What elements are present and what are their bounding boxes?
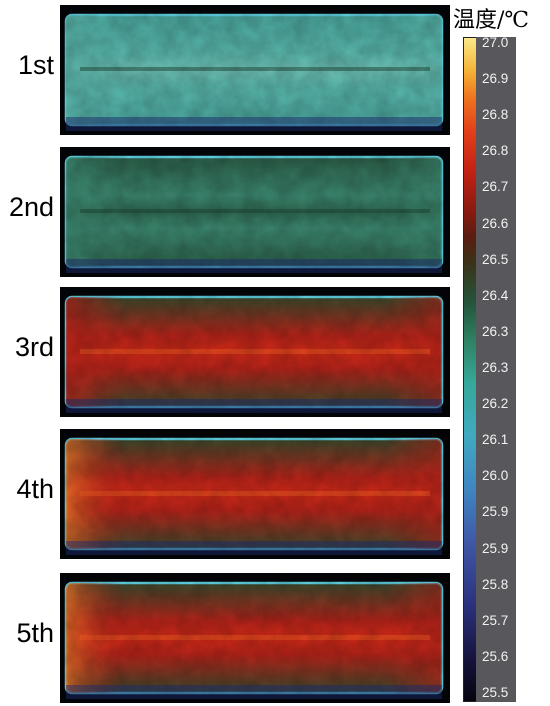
colorbar-tick-strip: 27.0 26.9 26.8 26.8 26.7 26.6 26.5 26.4 26.3 26.3… (476, 35, 516, 702)
colorbar-tick: 26.7 (482, 179, 509, 195)
thermal-panel-2 (60, 147, 450, 277)
colorbar-tick: 26.9 (482, 71, 509, 87)
row-label-3: 3rd (14, 332, 54, 362)
colorbar-gradient (463, 37, 477, 702)
thermal-panel-1 (60, 5, 450, 135)
colorbar-tick: 26.5 (482, 251, 509, 267)
colorbar-tick: 26.1 (482, 432, 509, 448)
thermal-panel-3 (60, 287, 450, 417)
colorbar-tick: 25.7 (482, 612, 509, 628)
colorbar-title: 温度/℃ (453, 8, 530, 33)
colorbar-tick: 26.2 (482, 396, 509, 412)
row-label-4: 4th (16, 474, 54, 504)
colorbar-tick: 27.0 (482, 35, 509, 50)
colorbar-tick: 25.9 (482, 504, 509, 520)
colorbar-tick: 26.0 (482, 468, 509, 484)
colorbar-tick: 26.6 (482, 215, 509, 231)
colorbar-tick: 25.8 (482, 576, 509, 592)
colorbar-tick: 26.4 (482, 287, 509, 303)
row-label-5: 5th (16, 618, 54, 648)
colorbar-tick: 26.8 (482, 107, 509, 123)
thermal-panel-4 (60, 429, 450, 559)
colorbar-tick: 26.3 (482, 360, 509, 375)
colorbar-tick: 26.8 (482, 143, 509, 159)
colorbar-tick: 25.5 (482, 685, 509, 700)
colorbar-tick: 26.3 (482, 323, 509, 339)
thermal-panel-5 (60, 573, 450, 703)
row-label-1: 1st (17, 50, 54, 80)
colorbar-tick: 25.6 (482, 648, 509, 664)
row-label-2: 2nd (8, 192, 54, 222)
colorbar-tick: 25.9 (482, 540, 509, 556)
